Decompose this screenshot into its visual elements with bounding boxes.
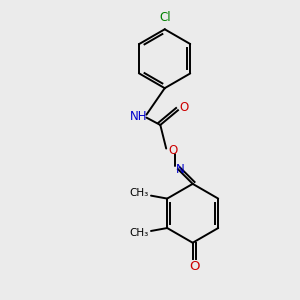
Text: O: O <box>189 260 200 273</box>
Text: CH₃: CH₃ <box>129 228 148 238</box>
Text: Cl: Cl <box>159 11 170 24</box>
Text: O: O <box>168 144 177 158</box>
Text: O: O <box>180 101 189 114</box>
Text: N: N <box>176 163 185 176</box>
Text: NH: NH <box>130 110 147 123</box>
Text: CH₃: CH₃ <box>129 188 148 198</box>
